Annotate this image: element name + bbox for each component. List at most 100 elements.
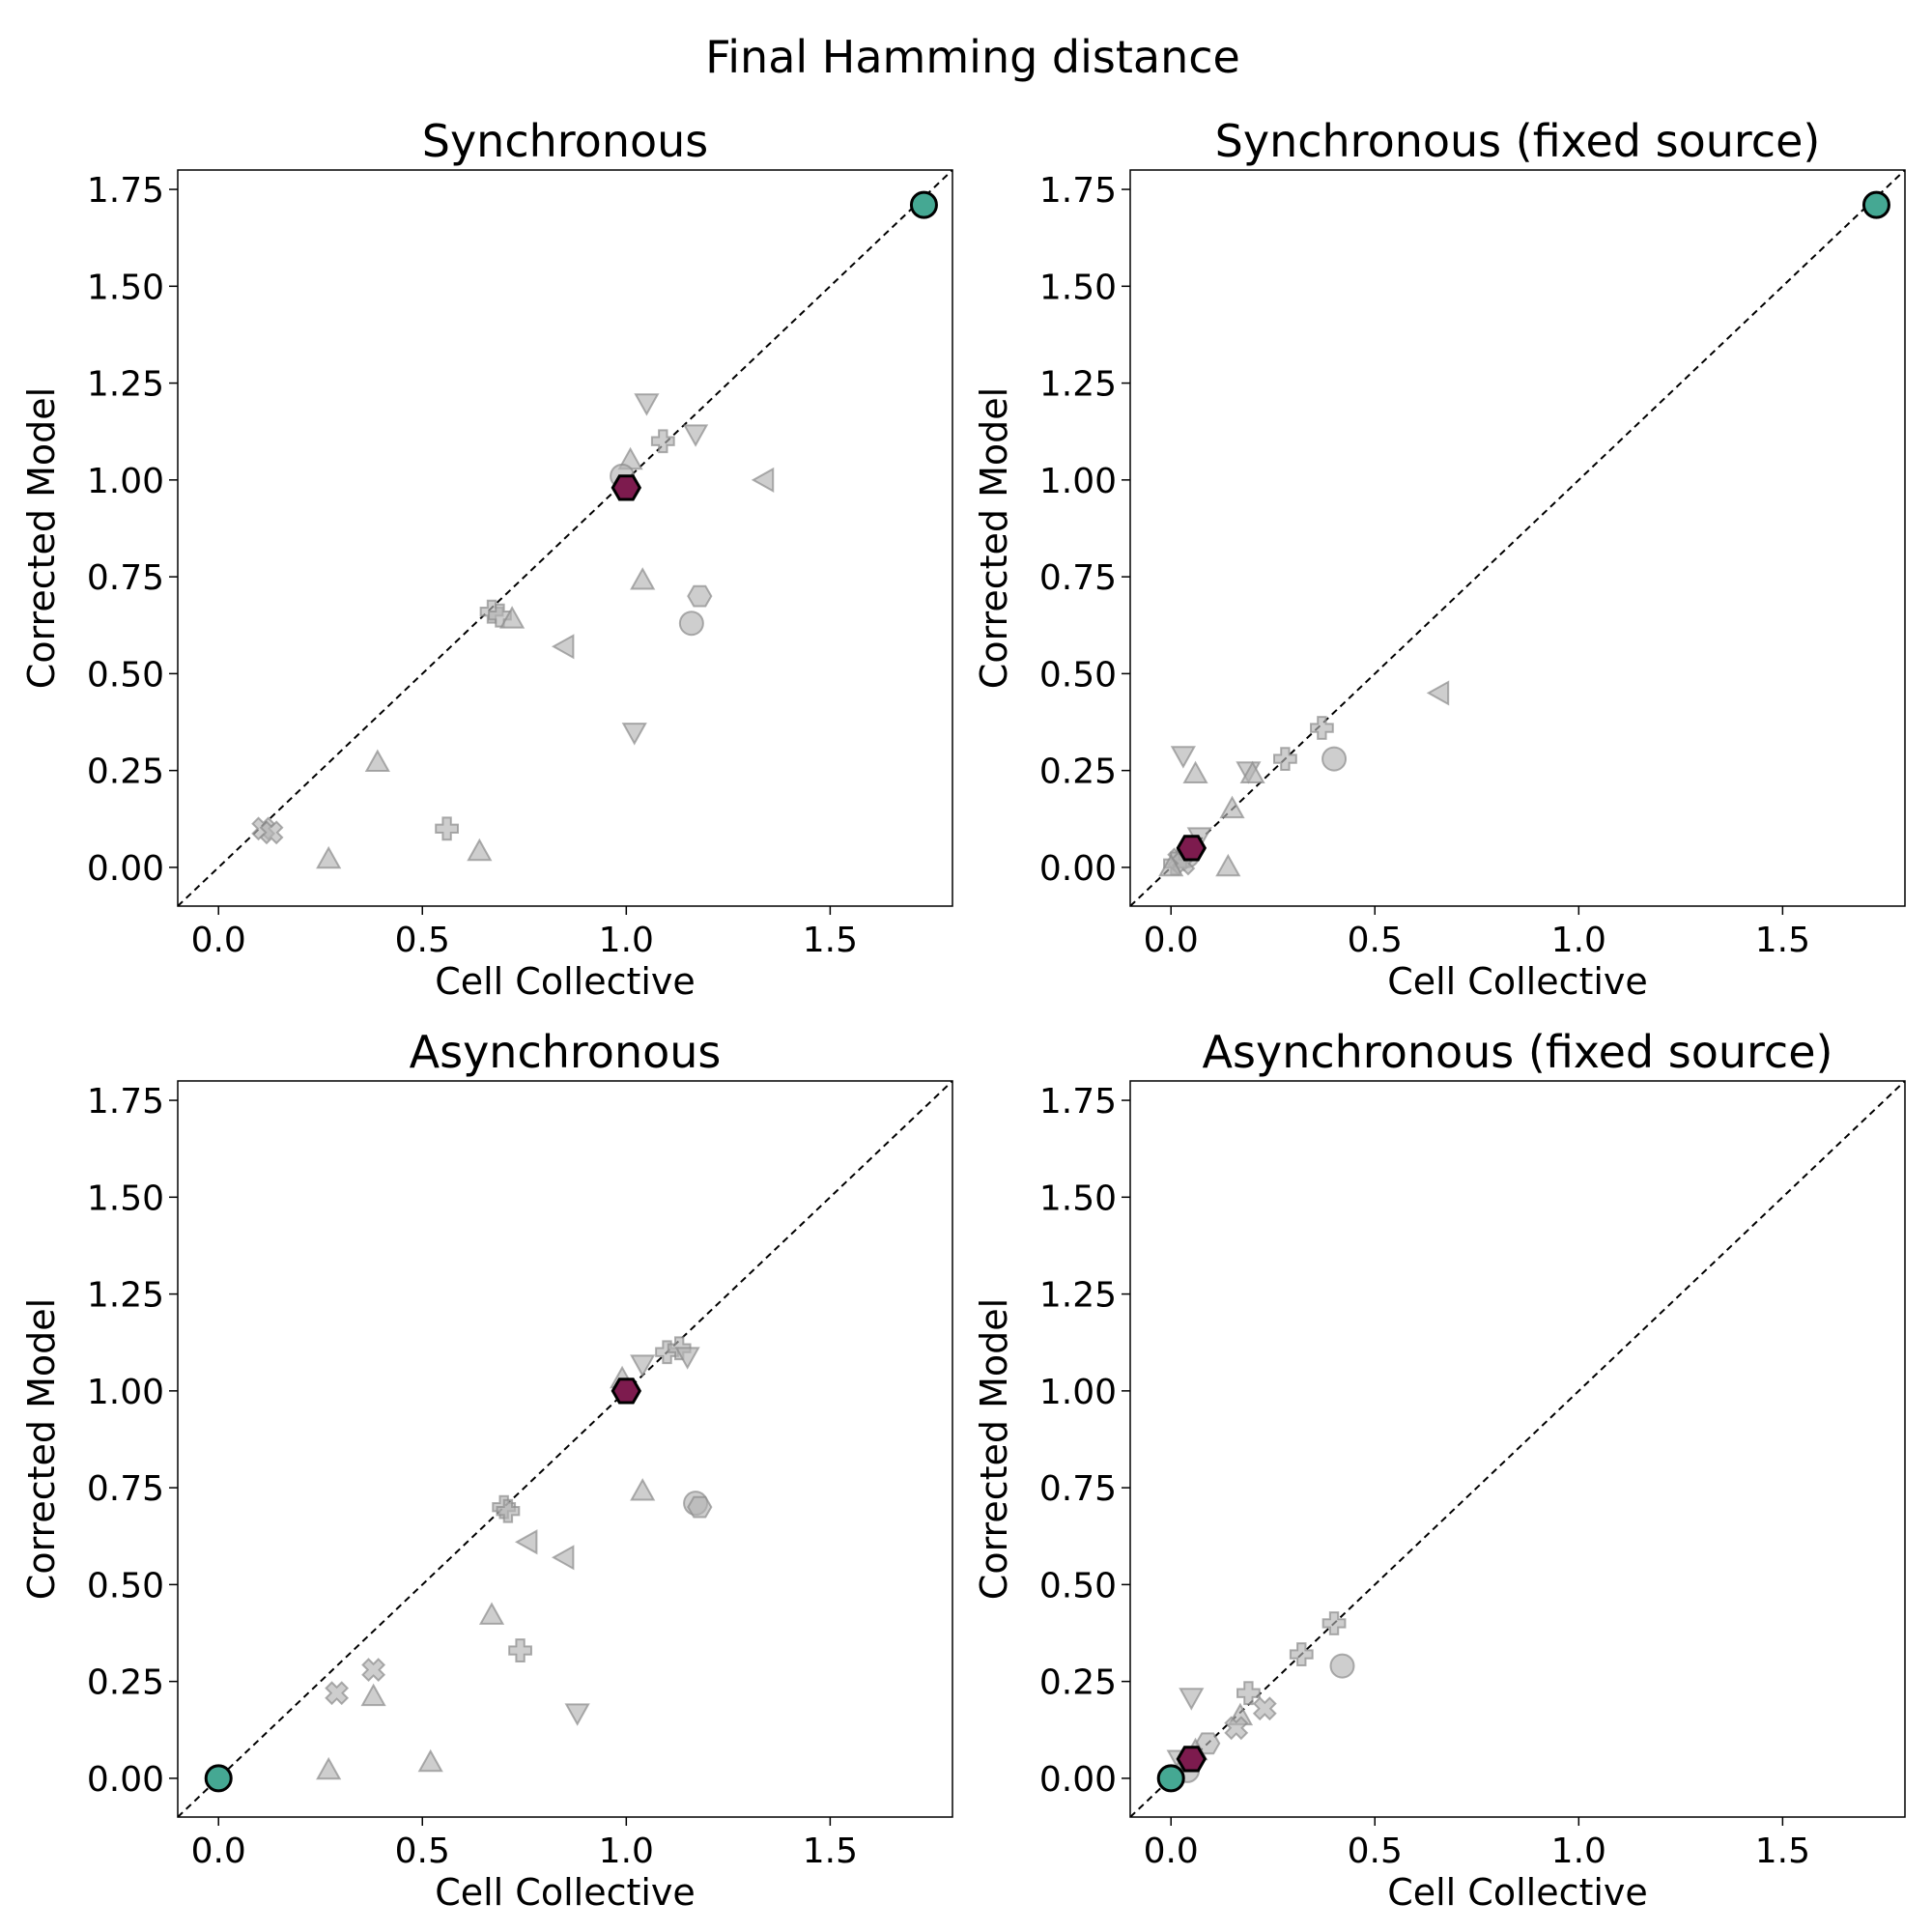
data-point-triangle-up <box>1215 853 1241 877</box>
data-point-plus <box>1236 1681 1261 1706</box>
x-tick-label: 1.5 <box>803 921 858 960</box>
data-point-triangle-up <box>1239 760 1265 784</box>
data-point-plus <box>1309 716 1334 740</box>
data-point-circle-teal <box>1861 190 1890 219</box>
panel-title: Asynchronous <box>410 1026 722 1078</box>
data-point-triangle-up <box>1158 853 1184 877</box>
y-tick-label: 0.75 <box>1039 1469 1117 1509</box>
data-point-circle-teal <box>909 190 938 219</box>
y-axis-label: Corrected Model <box>20 1298 63 1600</box>
data-point-x <box>1252 1696 1277 1721</box>
data-point-triangle-down <box>564 1703 590 1726</box>
data-point-x <box>361 1658 386 1683</box>
data-point-hexagon <box>687 1495 713 1519</box>
identity-line <box>1130 170 1905 906</box>
data-point-plus <box>508 1638 532 1662</box>
y-tick-label: 1.50 <box>87 268 164 307</box>
x-tick-label: 0.0 <box>191 1832 246 1871</box>
identity-line <box>178 1081 952 1817</box>
y-tick-label: 0.50 <box>1039 1566 1117 1605</box>
y-tick-label: 1.25 <box>1039 1276 1117 1316</box>
data-point-triangle-down <box>674 1347 700 1370</box>
data-point-triangle-down <box>1179 1688 1205 1711</box>
y-tick-label: 0.75 <box>1039 558 1117 598</box>
data-point-triangle-down <box>682 424 709 447</box>
data-point-plus <box>435 816 459 841</box>
data-point-plus <box>1289 1642 1314 1666</box>
panels: Synchronous 0.0 0.5 1.0 1.5 0.00 0.25 0.50 0.75 1… <box>20 115 1906 1914</box>
x-axis-label: Cell Collective <box>1387 960 1648 1003</box>
x-tick-label: 0.0 <box>1144 921 1199 960</box>
data-point-triangle-up <box>1182 760 1208 784</box>
data-point-hexagon-purple <box>611 474 642 501</box>
data-point-circle-teal <box>204 1764 233 1793</box>
figure-suptitle: Final Hamming distance <box>705 31 1240 83</box>
data-point-x <box>325 1681 350 1706</box>
data-point-circle <box>1329 1653 1355 1679</box>
plot-area <box>1130 1081 1905 1817</box>
y-axis-label: Corrected Model <box>973 387 1015 689</box>
data-point-triangle-down <box>621 723 647 746</box>
y-tick-label: 0.00 <box>87 849 164 889</box>
data-point-x <box>259 820 284 845</box>
data-point-circle <box>1321 746 1348 772</box>
y-tick-label: 0.25 <box>1039 753 1117 792</box>
y-tick-label: 0.00 <box>87 1760 164 1800</box>
x-tick-label: 1.0 <box>599 1832 654 1871</box>
data-point-plus <box>496 1498 521 1523</box>
plot-area <box>178 1081 952 1817</box>
y-tick-label: 1.00 <box>1039 1373 1117 1412</box>
data-point-plus <box>1273 747 1297 771</box>
axes-frame <box>1129 1080 1906 1818</box>
data-point-triangle-left <box>551 1545 575 1571</box>
data-point-triangle-up <box>364 749 390 773</box>
y-axis-label: Corrected Model <box>20 387 63 689</box>
y-tick-label: 1.25 <box>87 365 164 405</box>
data-point-triangle-up <box>316 845 342 869</box>
data-point-plus <box>1321 1611 1347 1635</box>
y-tick-label: 0.25 <box>1039 1663 1117 1703</box>
data-point-triangle-left <box>551 634 575 660</box>
y-tick-label: 0.50 <box>87 655 164 695</box>
x-tick-label: 0.0 <box>191 921 246 960</box>
axes-frame <box>177 1080 953 1818</box>
y-tick-label: 0.50 <box>1039 655 1117 695</box>
x-tick-label: 1.5 <box>1755 1832 1810 1871</box>
data-point-triangle-up <box>467 838 493 862</box>
data-point-hexagon-purple <box>1176 1746 1208 1773</box>
panel-1: Synchronous 0.0 0.5 1.0 1.5 0.00 0.25 0.50 0.75 1… <box>20 115 953 1003</box>
y-tick-label: 0.50 <box>87 1566 164 1605</box>
data-point-triangle-down <box>1170 746 1196 769</box>
x-axis-label: Cell Collective <box>435 1871 696 1914</box>
data-point-triangle-up <box>1219 795 1245 819</box>
y-tick-label: 1.00 <box>1039 462 1117 501</box>
data-point-triangle-up <box>499 606 526 629</box>
y-tick-label: 1.75 <box>1039 1082 1117 1122</box>
data-point-triangle-up <box>316 1756 342 1780</box>
identity-line <box>178 170 952 906</box>
y-tick-label: 1.25 <box>1039 365 1117 405</box>
data-point-circle <box>678 611 704 637</box>
y-tick-label: 1.75 <box>87 1082 164 1122</box>
y-tick-label: 1.50 <box>87 1179 164 1218</box>
data-point-hexagon-purple <box>1176 835 1208 862</box>
x-tick-label: 1.0 <box>1551 921 1606 960</box>
data-point-triangle-down <box>634 393 660 416</box>
y-tick-label: 1.00 <box>87 1373 164 1412</box>
x-tick-label: 1.5 <box>1755 921 1810 960</box>
panel-title: Synchronous (fixed source) <box>1215 115 1821 167</box>
x-tick-label: 1.5 <box>803 1832 858 1871</box>
y-tick-label: 1.75 <box>87 171 164 211</box>
y-tick-label: 0.75 <box>87 558 164 598</box>
x-tick-label: 1.0 <box>1551 1832 1606 1871</box>
data-point-triangle-left <box>751 467 775 493</box>
panel-2: Synchronous (fixed source) 0.0 0.5 1.0 1.5 0.… <box>973 115 1906 1003</box>
data-point-plus <box>650 429 675 454</box>
data-point-circle-teal <box>1156 1764 1185 1793</box>
data-point-hexagon-purple <box>611 1378 642 1405</box>
identity-line <box>1130 1081 1905 1817</box>
data-point-triangle-left <box>1426 680 1450 706</box>
panel-title: Synchronous <box>422 115 708 167</box>
y-tick-label: 0.75 <box>87 1469 164 1509</box>
